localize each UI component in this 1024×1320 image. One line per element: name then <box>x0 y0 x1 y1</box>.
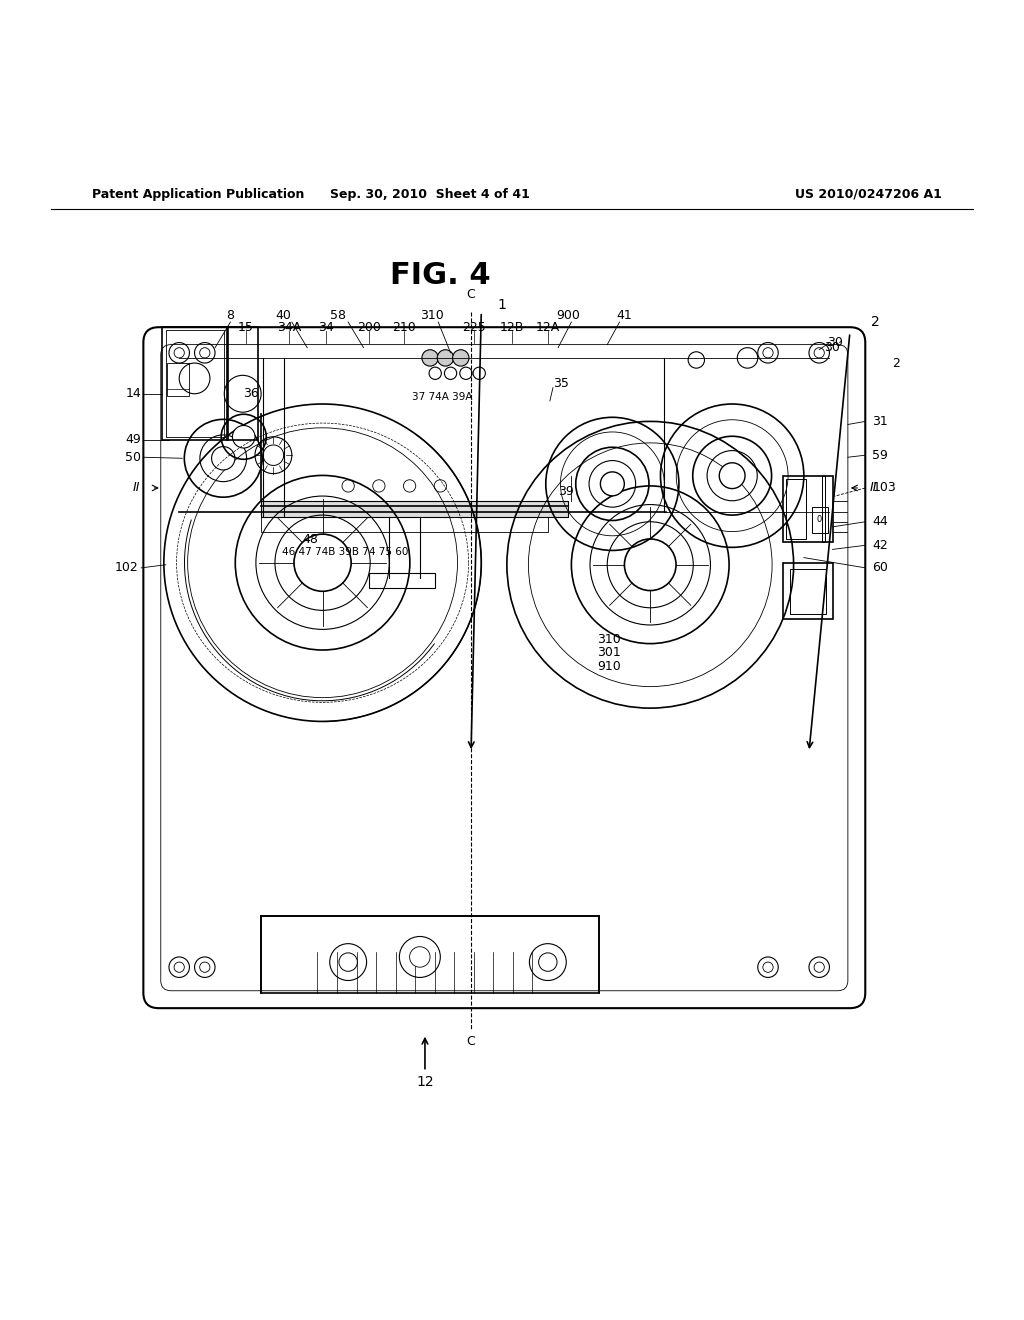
Text: 900: 900 <box>556 309 581 322</box>
Circle shape <box>453 350 469 366</box>
Text: 8: 8 <box>226 309 234 322</box>
Bar <box>783 475 833 543</box>
Bar <box>261 502 568 516</box>
Text: 36: 36 <box>243 387 259 400</box>
Circle shape <box>263 445 284 466</box>
Text: 102: 102 <box>115 561 138 574</box>
Circle shape <box>410 946 430 968</box>
Text: 40: 40 <box>275 309 292 322</box>
Bar <box>166 330 224 437</box>
Text: 12: 12 <box>416 1074 434 1089</box>
Bar <box>822 475 825 543</box>
Text: 310: 310 <box>420 309 444 322</box>
Bar <box>783 562 833 619</box>
Text: US 2010/0247206 A1: US 2010/0247206 A1 <box>796 187 942 201</box>
Bar <box>162 327 228 440</box>
Bar <box>812 507 828 533</box>
Circle shape <box>232 425 255 447</box>
Text: 910: 910 <box>597 660 621 673</box>
Text: 50: 50 <box>125 450 141 463</box>
Text: 30: 30 <box>824 341 841 354</box>
Text: 14: 14 <box>126 387 141 400</box>
Text: II: II <box>869 482 878 495</box>
Text: 46 47 74B 39B 74 75 60: 46 47 74B 39B 74 75 60 <box>282 548 408 557</box>
Text: 35: 35 <box>553 378 569 389</box>
Text: 42: 42 <box>872 539 888 552</box>
Text: 41: 41 <box>616 309 633 322</box>
Text: 15: 15 <box>238 321 254 334</box>
Text: 30: 30 <box>827 337 844 348</box>
Bar <box>261 916 599 993</box>
Circle shape <box>625 539 676 590</box>
Circle shape <box>422 350 438 366</box>
Circle shape <box>719 463 745 488</box>
Text: 44: 44 <box>872 515 888 528</box>
Circle shape <box>600 471 625 496</box>
Text: 2: 2 <box>871 315 880 329</box>
Text: 60: 60 <box>872 561 889 574</box>
Text: FIG. 4: FIG. 4 <box>390 261 490 290</box>
Circle shape <box>437 350 454 366</box>
Text: 103: 103 <box>872 482 896 495</box>
Text: 58: 58 <box>330 309 346 322</box>
Text: 225: 225 <box>462 321 486 334</box>
Circle shape <box>339 953 357 972</box>
Text: 59: 59 <box>872 449 889 462</box>
Text: 2: 2 <box>892 356 900 370</box>
Text: 31: 31 <box>872 414 888 428</box>
Text: 200: 200 <box>356 321 381 334</box>
Text: 12A: 12A <box>536 321 560 334</box>
Text: 48: 48 <box>302 533 318 545</box>
Circle shape <box>294 535 351 591</box>
Bar <box>786 479 806 539</box>
Text: 301: 301 <box>597 647 621 659</box>
Bar <box>261 516 548 532</box>
Text: 210: 210 <box>392 321 417 334</box>
Text: 34: 34 <box>317 321 334 334</box>
Text: 49: 49 <box>126 433 141 446</box>
Text: 0: 0 <box>816 515 822 524</box>
Bar <box>227 327 258 440</box>
Text: 1: 1 <box>498 298 506 312</box>
Bar <box>369 573 435 589</box>
Text: 34A: 34A <box>276 321 301 334</box>
Circle shape <box>539 953 557 972</box>
Text: Sep. 30, 2010  Sheet 4 of 41: Sep. 30, 2010 Sheet 4 of 41 <box>330 187 530 201</box>
Text: II: II <box>132 482 140 495</box>
Text: 310: 310 <box>597 634 621 645</box>
Bar <box>790 569 826 614</box>
Text: C: C <box>467 288 475 301</box>
Circle shape <box>212 446 234 470</box>
Bar <box>167 363 189 396</box>
Text: 37 74A 39A: 37 74A 39A <box>412 392 473 401</box>
Text: 12B: 12B <box>500 321 524 334</box>
Text: C: C <box>467 1035 475 1048</box>
Text: 39: 39 <box>558 484 573 498</box>
Text: Patent Application Publication: Patent Application Publication <box>92 187 304 201</box>
